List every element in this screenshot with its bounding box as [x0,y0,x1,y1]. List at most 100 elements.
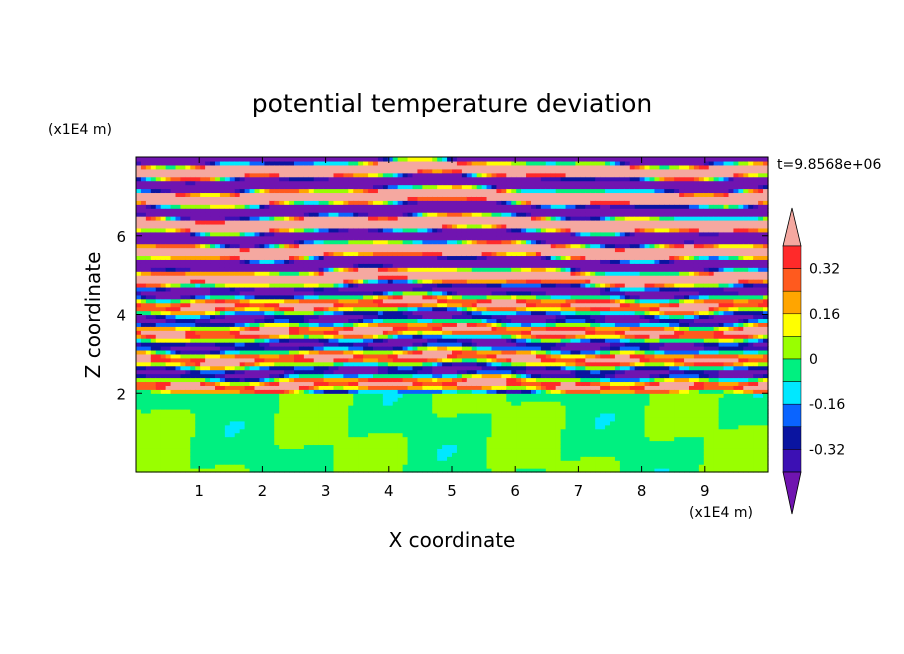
field-cell [289,223,295,229]
field-cell [185,369,191,375]
field-cell [437,334,443,339]
field-cell [254,349,261,355]
field-cell [392,357,399,363]
field-cell [155,235,162,241]
field-cell [264,176,270,182]
field-cell [363,468,369,473]
field-cell [175,334,182,339]
field-cell [432,298,438,304]
field-cell [219,251,226,257]
field-cell [145,322,152,327]
field-cell [422,251,428,257]
field-cell [402,220,409,225]
field-cell [417,255,423,260]
field-cell [279,460,285,465]
field-cell [200,436,206,442]
field-cell [215,220,221,225]
field-cell [205,448,211,453]
field-cell [274,369,280,375]
field-cell [155,212,162,217]
field-cell [244,464,251,469]
field-cell [368,259,374,264]
field-cell [229,349,236,355]
field-cell [417,361,423,367]
field-cell [234,172,241,178]
field-cell [200,326,206,331]
field-cell [437,168,443,174]
field-cell [294,349,300,355]
field-cell [200,192,206,197]
field-cell [432,330,438,335]
field-cell [284,464,290,469]
field-cell [303,208,310,213]
field-cell [254,157,261,162]
field-cell [407,464,414,469]
field-cell [279,334,285,339]
field-cell [140,318,147,323]
field-cell [323,176,330,182]
field-cell [377,342,384,347]
field-cell [328,389,335,394]
field-cell [244,361,251,367]
field-cell [190,227,196,233]
field-cell [338,452,344,457]
field-cell [397,385,404,390]
field-cell [145,338,152,343]
field-cell [274,157,280,162]
field-cell [210,353,216,359]
field-cell [427,176,433,182]
field-cell [358,263,364,268]
field-cell [140,290,147,296]
field-cell [343,255,349,260]
field-cell [402,385,409,390]
field-cell [249,306,256,312]
field-cell [407,267,414,272]
field-cell [279,212,285,217]
field-cell [368,369,374,375]
field-cell [289,212,295,217]
field-cell [259,243,265,249]
field-cell [407,416,414,422]
field-cell [417,223,423,229]
field-cell [180,192,186,197]
field-cell [323,432,330,438]
field-cell [298,357,305,363]
field-cell [417,271,423,276]
field-cell [387,157,394,162]
field-cell [358,204,364,209]
field-cell [175,428,182,434]
field-cell [215,468,221,473]
field-cell [303,373,310,379]
field-cell [294,353,300,359]
field-cell [249,440,256,446]
field-cell [377,184,384,190]
field-cell [392,223,399,229]
field-cell [165,393,172,398]
field-cell [195,200,201,205]
field-cell [313,275,320,280]
field-cell [160,452,167,457]
field-cell [373,251,379,257]
field-cell [185,464,191,469]
field-cell [215,373,221,379]
field-cell [200,381,206,386]
field-cell [387,373,394,379]
field-cell [180,271,186,276]
field-cell [397,204,404,209]
field-cell [373,227,379,233]
field-cell [175,389,182,394]
field-cell [348,283,354,288]
field-cell [175,263,182,268]
field-cell [298,255,305,260]
field-cell [190,255,196,260]
field-cell [215,208,221,213]
field-cell [323,283,330,288]
field-cell [318,306,325,312]
field-cell [289,216,295,221]
field-cell [382,361,389,367]
field-cell [254,212,261,217]
field-cell [318,322,325,327]
field-cell [303,393,310,398]
field-cell [363,227,369,233]
field-cell [160,223,167,229]
